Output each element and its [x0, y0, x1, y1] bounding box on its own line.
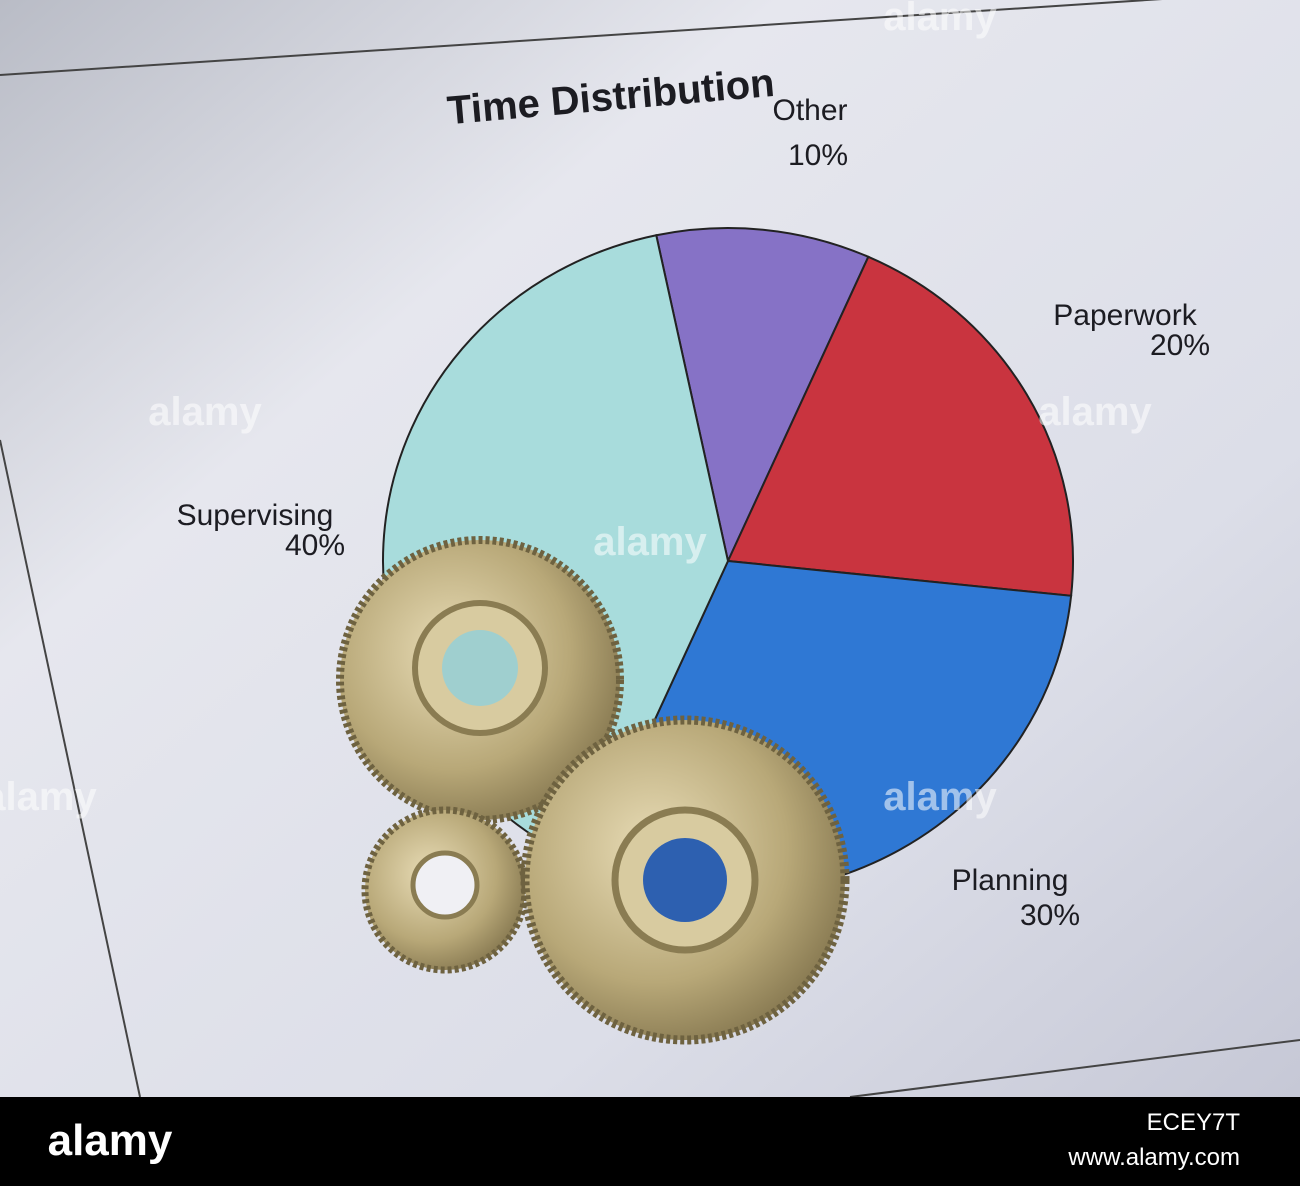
watermark: alamy	[593, 520, 707, 564]
paper-edge	[0, 0, 1163, 76]
gear-hole	[442, 630, 518, 706]
slice-value-label: 40%	[285, 529, 345, 562]
gears	[336, 536, 850, 1045]
slice-label: Planning	[952, 864, 1069, 897]
watermark: alamy	[0, 775, 97, 819]
gear-hole	[410, 850, 480, 920]
slice-value-label: 30%	[1020, 899, 1080, 932]
site-url: www.alamy.com	[1067, 1144, 1240, 1171]
watermark: alamy	[148, 390, 262, 434]
pie-slice	[655, 227, 870, 565]
pie	[382, 227, 1074, 895]
pie-slice	[726, 255, 1074, 597]
image-id: ECEY7T	[1147, 1109, 1241, 1136]
watermark: alamy	[883, 0, 997, 39]
watermark: alamy	[1038, 390, 1152, 434]
slice-label: Other	[772, 94, 847, 127]
footer-logo: alamy	[48, 1116, 173, 1165]
slice-label: Paperwork	[1053, 299, 1197, 332]
paper-edge	[0, 439, 141, 1098]
slice-value-label: 10%	[788, 139, 848, 172]
paper-edge	[849, 1039, 1300, 1098]
slice-value-label: 20%	[1150, 329, 1210, 362]
footer-bar	[0, 1097, 1300, 1186]
watermark: alamy	[883, 775, 997, 819]
gear-hole	[643, 838, 727, 922]
slice-label: Supervising	[177, 499, 334, 532]
